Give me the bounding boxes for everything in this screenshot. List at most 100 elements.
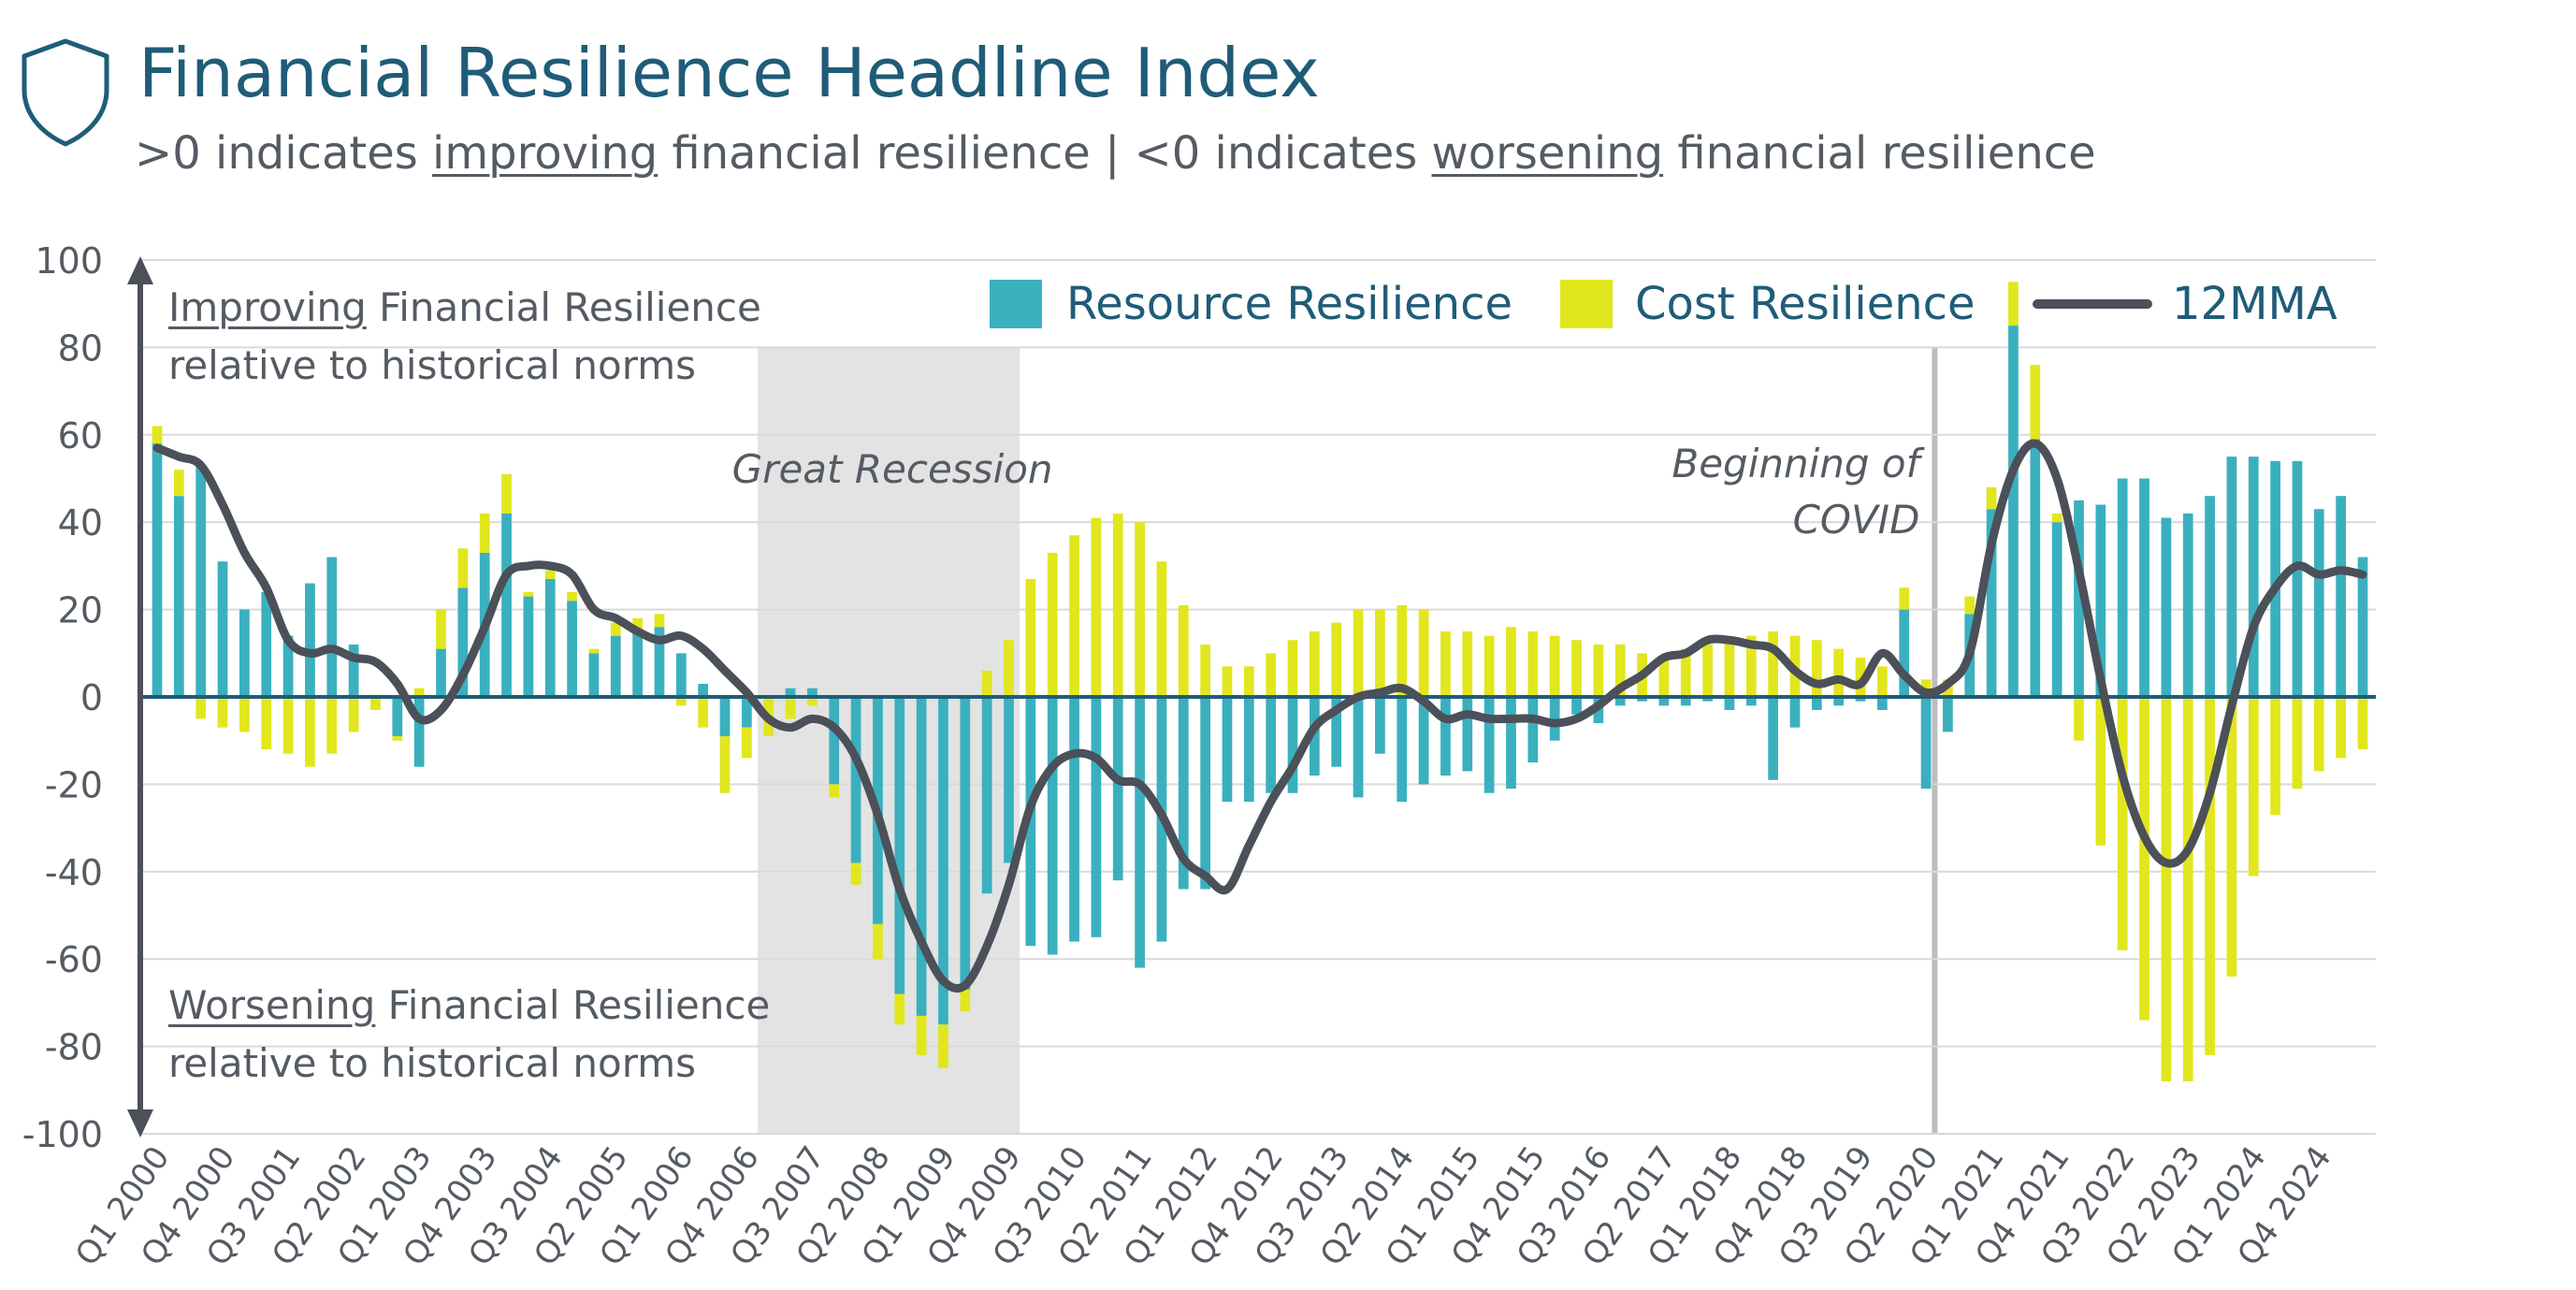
resource-bar: [1025, 697, 1036, 947]
cost-bar: [2270, 697, 2280, 816]
y-tick-label: 0: [80, 677, 103, 718]
cost-bar: [1702, 644, 1713, 697]
cost-bar: [1811, 640, 1822, 697]
y-tick-label: -100: [22, 1114, 103, 1155]
cost-bar: [2095, 697, 2106, 846]
cost-bar: [1768, 631, 1779, 697]
cost-bar: [1440, 631, 1451, 697]
resource-bar: [698, 683, 709, 697]
worsening-rest: Financial Resilience: [375, 982, 771, 1028]
resource-bar: [938, 697, 948, 1025]
resource-bar: [305, 583, 315, 697]
resource-bar: [501, 513, 512, 697]
resource-bar: [195, 465, 207, 697]
cost-bar: [2117, 697, 2128, 950]
cost-bar: [2030, 365, 2041, 440]
legend-resource-swatch: [990, 280, 1042, 328]
resource-bar: [2139, 478, 2149, 697]
cost-bar: [436, 609, 446, 649]
resource-bar: [960, 697, 971, 990]
cost-bar: [1266, 653, 1277, 697]
resource-bar: [1899, 609, 1910, 697]
resource-bar: [2205, 496, 2215, 697]
cost-bar: [1571, 640, 1582, 697]
cost-bar: [588, 648, 600, 654]
cost-bar: [1899, 587, 1910, 610]
cost-bar: [1418, 609, 1429, 697]
resource-bar: [741, 697, 752, 728]
cost-bar: [1483, 635, 1495, 697]
cost-bar: [261, 697, 272, 750]
subtitle-part: financial resilience: [1663, 127, 2096, 180]
y-tick-label: -80: [45, 1027, 103, 1068]
improving-line2: relative to historical norms: [168, 342, 697, 388]
improving-rest: Financial Resilience: [366, 284, 761, 330]
resource-bar: [2008, 326, 2019, 697]
resource-bar: [588, 653, 600, 697]
y-tick-label: 80: [58, 327, 103, 369]
resource-bar: [1855, 697, 1866, 702]
cost-bar: [1004, 640, 1014, 697]
cost-bar: [807, 697, 818, 706]
cost-bar: [1025, 578, 1036, 697]
resource-bar: [894, 697, 905, 994]
legend-cost-label: Cost Resilience: [1635, 278, 1975, 330]
resource-bar: [1135, 697, 1145, 968]
y-axis-arrow-down: [127, 1109, 153, 1138]
recession-shade: [758, 347, 1020, 1134]
resource-bar: [632, 631, 643, 697]
cost-bar: [981, 670, 992, 697]
y-tick-label: 20: [58, 590, 103, 631]
cost-bar: [1986, 486, 1997, 510]
shield-icon: [22, 38, 109, 147]
cost-bar: [2336, 697, 2347, 759]
cost-bar: [1331, 622, 1342, 697]
resource-bar: [1200, 697, 1211, 890]
y-tick-label: -40: [45, 852, 103, 893]
cost-bar: [1112, 513, 1123, 697]
resource-bar: [2270, 460, 2280, 697]
resource-bar: [916, 697, 927, 1016]
resource-bar: [2074, 500, 2084, 697]
resource-bar: [2051, 522, 2062, 697]
cost-bar: [1680, 648, 1691, 697]
cost-bar: [2248, 697, 2259, 877]
cost-bar: [1549, 635, 1560, 697]
resource-bar: [1571, 697, 1582, 715]
cost-bar: [938, 1024, 948, 1068]
resource-bar: [567, 601, 577, 697]
cost-bar: [1222, 666, 1233, 697]
cost-bar: [719, 736, 731, 793]
cost-bar: [217, 697, 228, 728]
cost-bar: [2008, 282, 2019, 326]
resource-bar: [1266, 697, 1277, 793]
cost-bar: [1091, 517, 1102, 697]
resource-bar: [413, 697, 425, 767]
subtitle-part: >0 indicates: [135, 127, 432, 180]
resource-bar: [2030, 439, 2041, 697]
resource-bar: [1091, 697, 1102, 937]
y-tick-label: 60: [58, 415, 103, 457]
cost-bar: [195, 697, 207, 719]
subtitle-part: financial resilience | <0 indicates: [658, 127, 1432, 180]
cost-bar: [2292, 697, 2303, 790]
cost-bar: [348, 697, 359, 732]
cost-bar: [501, 473, 512, 514]
resource-bar: [392, 697, 403, 737]
resource-bar: [261, 591, 272, 697]
cost-bar: [1200, 644, 1211, 697]
resource-bar: [1004, 697, 1014, 863]
cost-bar: [2205, 697, 2215, 1055]
covid-label-line1: Beginning of: [1672, 441, 1925, 486]
cost-bar: [239, 697, 250, 732]
cost-bar: [675, 697, 687, 706]
cost-bar: [2051, 513, 2062, 523]
cost-bar: [479, 513, 490, 553]
subtitle-improving: improving: [432, 127, 658, 180]
improving-word: Improving: [168, 284, 367, 330]
y-tick-label: -60: [45, 939, 103, 980]
cost-bar: [1614, 644, 1626, 697]
resource-bar: [1375, 697, 1385, 754]
cost-bar: [2139, 697, 2149, 1021]
resource-bar: [1680, 697, 1691, 706]
